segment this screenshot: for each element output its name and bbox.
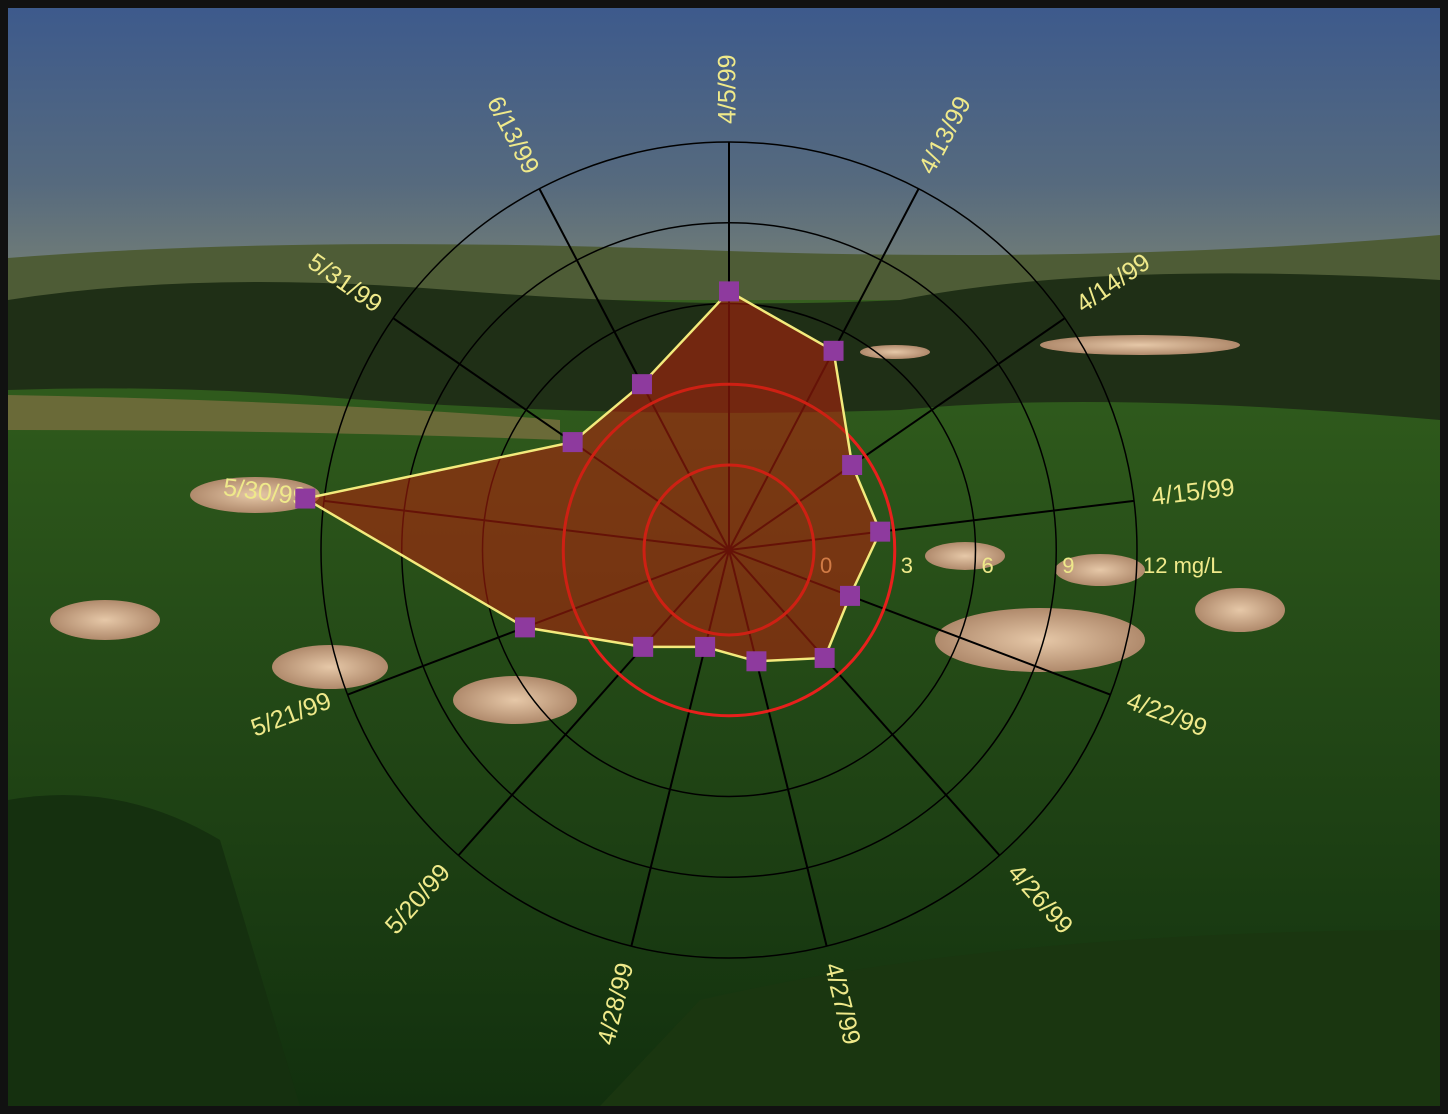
data-marker [562, 432, 583, 453]
data-marker [633, 636, 654, 657]
data-marker [814, 647, 835, 668]
data-marker [823, 340, 844, 361]
data-marker [842, 455, 863, 476]
r-tick-label: 12 mg/L [1143, 553, 1223, 578]
data-marker [631, 374, 652, 395]
category-label: 4/5/99 [714, 54, 742, 124]
data-marker [514, 617, 535, 638]
data-marker [295, 488, 316, 509]
data-marker [870, 521, 891, 542]
data-marker [840, 585, 861, 606]
grid-ring [320, 141, 1138, 959]
data-marker [746, 651, 767, 672]
data-marker [695, 636, 716, 657]
r-tick-label: 3 [901, 553, 913, 578]
data-area [301, 289, 882, 663]
r-tick-label: 6 [982, 553, 994, 578]
data-marker [719, 281, 739, 302]
r-tick-label: 9 [1062, 553, 1074, 578]
